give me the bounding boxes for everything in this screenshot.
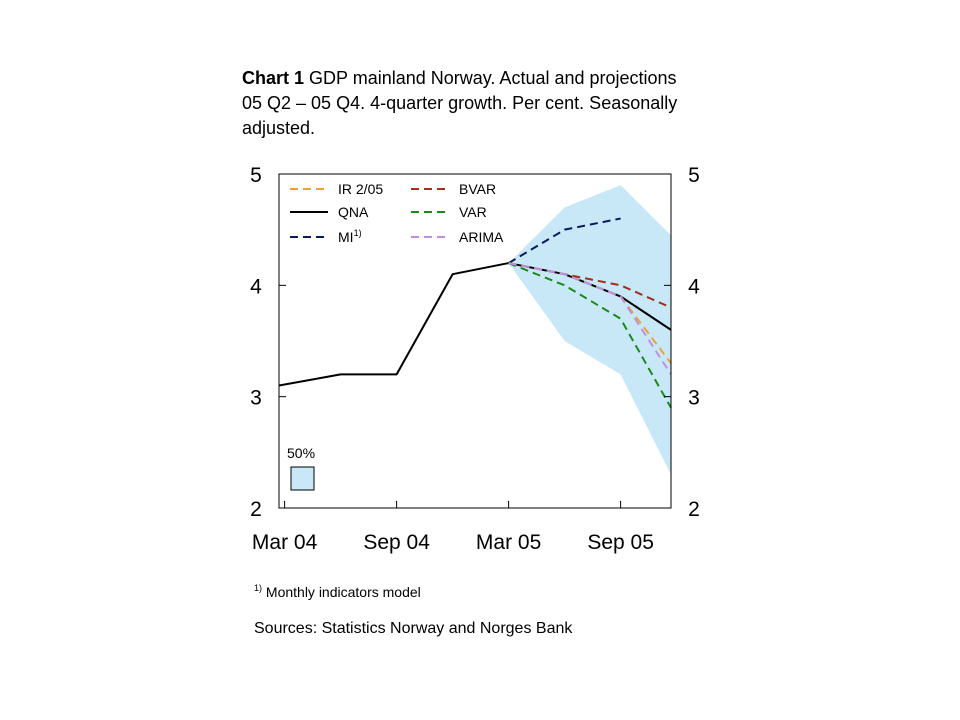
chart-title-text: GDP mainland Norway. Actual and projecti…	[242, 68, 678, 138]
y-tick-label-right: 2	[688, 498, 700, 521]
legend-label: QNA	[338, 204, 369, 220]
series-line-arima	[508, 262, 672, 375]
legend-label: VAR	[459, 204, 487, 220]
y-tick-label-left: 4	[250, 275, 262, 298]
legend-label: MI1)	[338, 228, 362, 245]
plot-frame	[278, 173, 672, 509]
x-tick-label: Sep 05	[587, 531, 654, 554]
band-legend-swatch	[290, 466, 315, 491]
x-tick-label: Sep 04	[363, 531, 430, 554]
footnote: 1) Monthly indicators model	[254, 583, 421, 600]
footnote-marker: 1)	[254, 583, 263, 593]
x-tick-label: Mar 04	[252, 531, 318, 554]
y-tick-label-right: 5	[688, 164, 700, 187]
y-tick-label-left: 2	[250, 498, 262, 521]
y-tick-label-right: 4	[688, 275, 700, 298]
chart-title-bold: Chart 1	[242, 68, 305, 88]
legend-label: BVAR	[459, 181, 496, 197]
legend-label: IR 2/05	[338, 181, 383, 197]
series-line-var	[508, 262, 672, 409]
series-line-mi	[508, 217, 621, 264]
fan-band-50	[508, 185, 671, 475]
x-tick-label: Mar 05	[476, 531, 541, 554]
footnote-text: Monthly indicators model	[262, 584, 421, 600]
legend-label-superscript: 1)	[354, 228, 362, 238]
band-legend-label: 50%	[287, 445, 315, 461]
y-tick-label-left: 5	[250, 164, 262, 187]
y-tick-label-right: 3	[688, 387, 700, 410]
sources-note: Sources: Statistics Norway and Norges Ba…	[254, 620, 573, 637]
legend-label: ARIMA	[459, 229, 504, 245]
chart-title: Chart 1 GDP mainland Norway. Actual and …	[242, 66, 682, 141]
y-tick-label-left: 3	[250, 387, 262, 410]
